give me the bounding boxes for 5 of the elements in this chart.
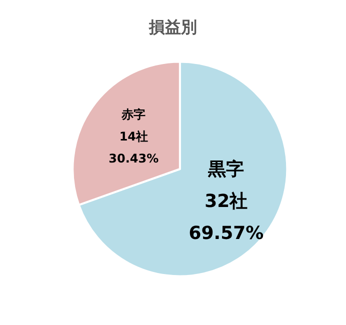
data-label: 14社 30.43% xyxy=(108,129,159,166)
slice-label: 赤字 xyxy=(120,107,146,122)
data-label: 32社 69.57% xyxy=(188,191,264,244)
slice-label: 黒字 xyxy=(207,159,244,180)
chart-title: 損益別 xyxy=(148,18,197,36)
